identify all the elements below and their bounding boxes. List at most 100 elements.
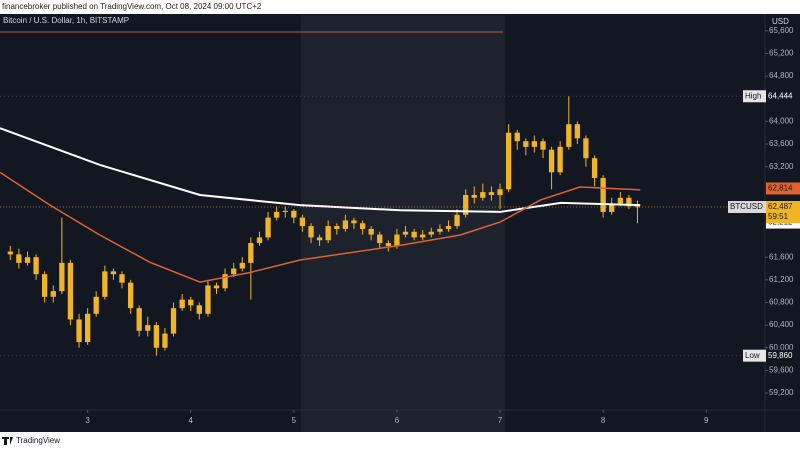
candle-body [7, 251, 13, 255]
candle-body [162, 333, 168, 348]
candle-body [316, 237, 323, 241]
last-price: 62,487 [768, 202, 793, 211]
candle-body [454, 214, 460, 227]
y-axis-unit: USD [772, 17, 789, 26]
candle-body [84, 313, 91, 343]
x-tick-label: 9 [704, 416, 709, 425]
candle-body [342, 220, 349, 229]
candle-body [471, 194, 477, 198]
candle-body [153, 325, 160, 348]
candle-body [205, 285, 211, 314]
moving-average [0, 171, 641, 283]
x-tick-label: 8 [601, 416, 606, 425]
candle-body [437, 228, 443, 232]
moving-average [0, 127, 641, 213]
session-shade [301, 15, 506, 432]
candle-body [299, 217, 306, 227]
candle-body [497, 189, 503, 195]
candle-body [102, 271, 108, 297]
candle-body [33, 257, 39, 275]
candle-body [170, 308, 177, 334]
candle-body [325, 226, 331, 241]
y-tick-label: 64,000 [769, 116, 794, 125]
header-bar [0, 0, 800, 14]
candle-body [222, 274, 228, 289]
plot-area: Bitcoin / U.S. Dollar, 1h, BITSTAMP USD65… [0, 15, 800, 432]
candle-body [188, 299, 194, 306]
candle-body [291, 210, 297, 218]
candle-body [566, 124, 572, 147]
candle-body [385, 243, 392, 246]
symbol-tag-box [728, 201, 766, 214]
candle-body [480, 192, 486, 198]
candle-body [445, 226, 452, 229]
y-tick-label: 65,600 [769, 26, 794, 35]
candle-body [591, 158, 598, 178]
y-tick-label: 61,200 [769, 275, 794, 284]
candle-body [583, 138, 589, 159]
candle-body [523, 141, 529, 147]
candle-body [231, 268, 237, 275]
symbol-tag: BTCUSD [730, 202, 763, 211]
extreme-tag: Low [745, 351, 760, 360]
y-tick-label: 60,000 [769, 343, 794, 352]
extreme-price-box [766, 349, 800, 362]
candle-body [359, 223, 366, 229]
candle-body [540, 141, 546, 150]
candle-body [600, 177, 606, 212]
candle-body [67, 262, 74, 320]
candle-body [634, 206, 641, 208]
extreme-tag-box [743, 349, 766, 362]
y-tick-label: 61,600 [769, 252, 794, 261]
y-tick-label: 59,200 [769, 388, 794, 397]
y-tick-label: 60,400 [769, 320, 794, 329]
candle-body [265, 217, 271, 238]
chart-title: Bitcoin / U.S. Dollar, 1h, BITSTAMP [3, 16, 129, 25]
x-tick-label: 3 [85, 416, 90, 425]
candle-body [617, 197, 624, 204]
y-tick-label: 64,800 [769, 71, 794, 80]
x-tick-label: 4 [189, 416, 194, 425]
candle-body [50, 291, 56, 297]
y-tick-label: 60,800 [769, 298, 794, 307]
candle-body [76, 319, 82, 343]
candle-body [368, 228, 374, 235]
extreme-price-box [766, 90, 800, 103]
candle-body [463, 194, 469, 215]
candle-body [41, 274, 48, 297]
brand-logo [2, 437, 13, 445]
candle-body [239, 262, 245, 269]
last-price-box [766, 201, 800, 214]
candle-body [402, 231, 409, 235]
candle-body [127, 282, 134, 309]
candle-body [394, 234, 400, 246]
candle-body [626, 197, 632, 207]
x-tick-label: 7 [498, 416, 503, 425]
footer-bar [0, 432, 800, 450]
y-tick-label: 65,200 [769, 49, 794, 58]
candle-body [136, 308, 142, 331]
candle-body [110, 271, 117, 275]
publisher-note: financebroker published on TradingView.c… [2, 2, 262, 11]
candle-body [273, 211, 280, 218]
candle-body [24, 257, 31, 263]
candle-body [351, 220, 357, 224]
price-label-box [766, 182, 800, 195]
candle-body [213, 285, 220, 289]
candle-body [119, 274, 125, 283]
countdown: 59:51 [768, 212, 789, 221]
candle-body [420, 234, 426, 238]
extreme-price: 64,444 [768, 91, 793, 100]
candle-body [574, 124, 581, 139]
candle-body [514, 132, 520, 142]
candle-body [428, 231, 434, 235]
extreme-tag: High [745, 91, 761, 100]
candle-body [557, 146, 563, 173]
candle-body [16, 254, 22, 263]
price-label: 62,814 [768, 184, 793, 193]
candle-body [256, 237, 263, 244]
y-tick-label: 63,200 [769, 162, 794, 171]
candle-body [59, 262, 65, 292]
